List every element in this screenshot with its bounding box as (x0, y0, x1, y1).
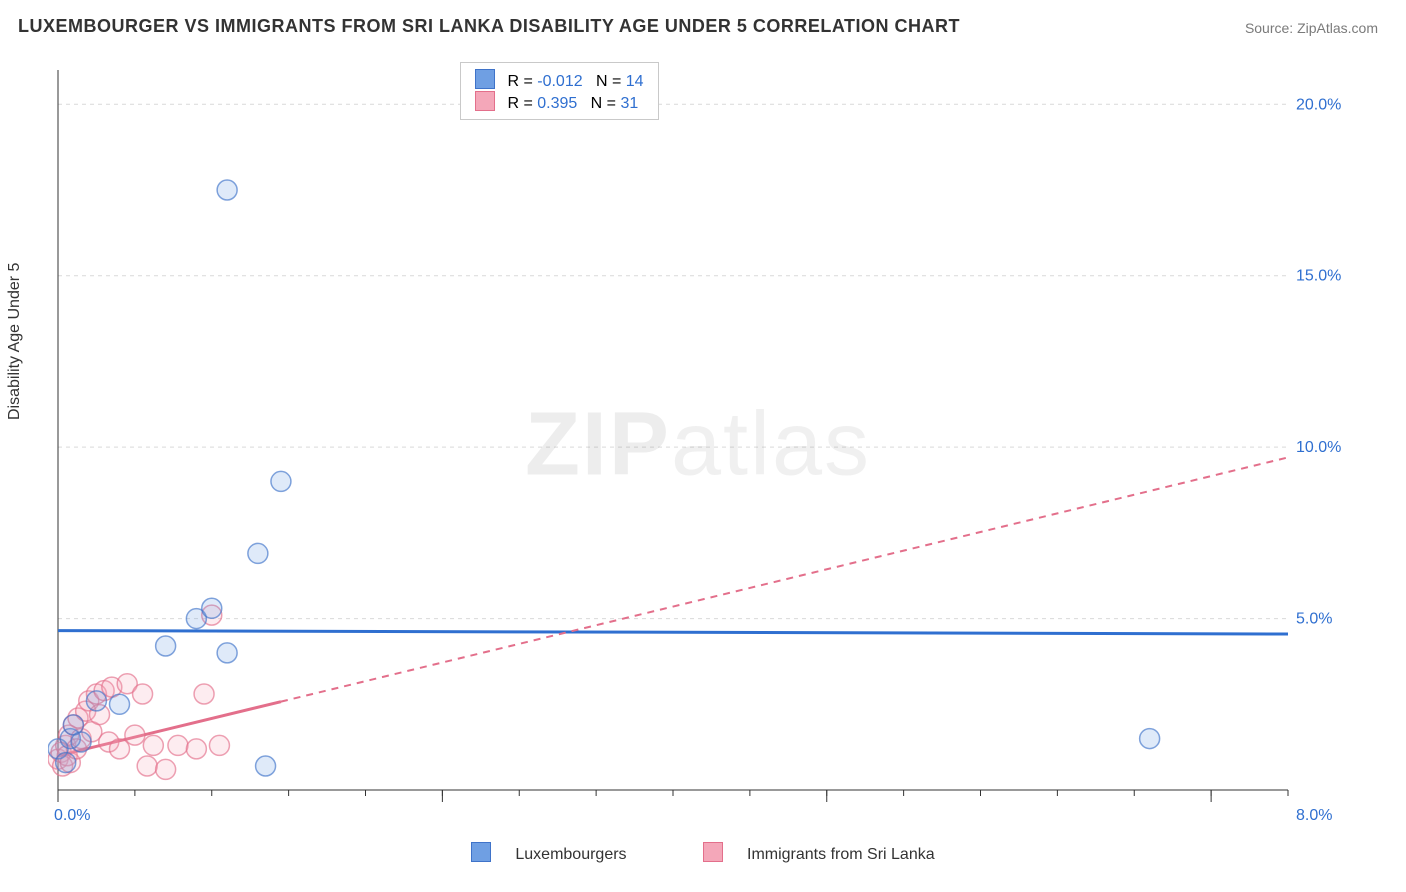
svg-text:10.0%: 10.0% (1296, 439, 1341, 456)
legend-item-b: Immigrants from Sri Lanka (685, 846, 953, 863)
legend-swatch-a (475, 69, 495, 89)
legend-swatch-a2 (471, 842, 491, 862)
legend-row-series-b: R = 0.395 N = 31 (475, 91, 644, 113)
svg-text:0.0%: 0.0% (54, 807, 90, 824)
legend-row-series-a: R = -0.012 N = 14 (475, 69, 644, 91)
legend-swatch-b (475, 91, 495, 111)
legend-item-a: Luxembourgers (453, 846, 649, 863)
series-legend: Luxembourgers Immigrants from Sri Lanka (0, 842, 1406, 892)
svg-text:5.0%: 5.0% (1296, 611, 1332, 628)
plot-area: 5.0%10.0%15.0%20.0%0.0%8.0% ZIPatlas (48, 60, 1348, 830)
svg-text:15.0%: 15.0% (1296, 268, 1341, 285)
n-value-b: 31 (620, 95, 638, 112)
r-value-a: -0.012 (537, 73, 582, 90)
y-axis-label: Disability Age Under 5 (6, 263, 24, 420)
source-label: Source: ZipAtlas.com (1245, 20, 1378, 36)
chart-title: LUXEMBOURGER VS IMMIGRANTS FROM SRI LANK… (18, 16, 960, 37)
correlation-legend: R = -0.012 N = 14 R = 0.395 N = 31 (460, 62, 659, 120)
legend-swatch-b2 (703, 842, 723, 862)
n-value-a: 14 (626, 73, 644, 90)
svg-text:20.0%: 20.0% (1296, 96, 1341, 113)
svg-text:8.0%: 8.0% (1296, 807, 1332, 824)
r-value-b: 0.395 (537, 95, 577, 112)
